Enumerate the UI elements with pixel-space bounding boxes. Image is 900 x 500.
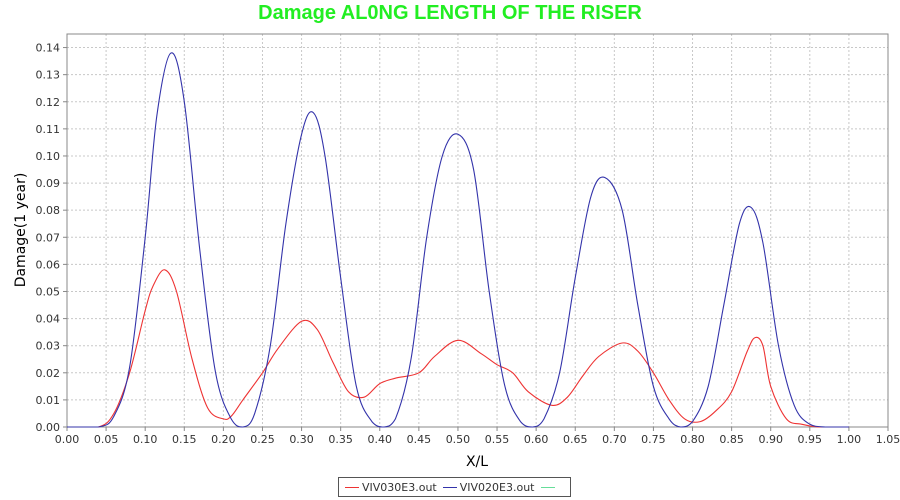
series-line-viv030e3-out — [67, 269, 849, 428]
y-tick-label: 0.08 — [36, 204, 61, 217]
y-tick-label: 0.07 — [36, 231, 61, 244]
legend-item-viv030e3: VIV030E3.out — [345, 481, 437, 494]
x-tick-label: 0.95 — [798, 433, 823, 446]
y-tick-label: 0.12 — [36, 96, 61, 109]
tick-labels: 0.00 0.05 0.10 0.15 0.20 0.25 0.30 0.35 0.40 0.45… — [36, 42, 900, 446]
legend-label: VIV030E3.out — [362, 480, 437, 494]
x-tick-label: 0.65 — [563, 433, 588, 446]
x-tick-label: 0.50 — [446, 433, 471, 446]
x-tick-label: 0.80 — [680, 433, 705, 446]
y-tick-label: 0.13 — [36, 69, 61, 82]
x-tick-label: 0.25 — [250, 433, 275, 446]
y-tick-label: 0.00 — [36, 421, 61, 434]
x-tick-label: 0.55 — [485, 433, 510, 446]
legend-swatch-red — [345, 486, 359, 488]
x-tick-label: 0.70 — [602, 433, 627, 446]
y-axis-title: Damage(1 year) — [13, 173, 29, 288]
grid-lines — [67, 34, 888, 427]
legend-label: VIV020E3.out — [459, 480, 535, 494]
x-tick-label: 0.40 — [368, 433, 393, 446]
chart-legend: VIV030E3.out VIV020E3.out — [338, 477, 571, 497]
y-tick-label: 0.05 — [36, 285, 61, 298]
x-tick-label: 0.90 — [758, 433, 783, 446]
y-tick-label: 0.10 — [36, 150, 61, 163]
y-tick-label: 0.01 — [36, 394, 61, 407]
y-tick-label: 0.04 — [36, 313, 61, 326]
x-tick-label: 0.15 — [172, 433, 197, 446]
plot-area — [67, 34, 888, 427]
x-tick-label: 0.60 — [524, 433, 549, 446]
plot-border — [66, 33, 889, 428]
x-tick-label: 0.35 — [328, 433, 353, 446]
x-tick-label: 0.10 — [133, 433, 158, 446]
x-tick-label: 0.30 — [289, 433, 314, 446]
x-tick-label: 0.75 — [641, 433, 666, 446]
x-tick-label: 0.20 — [211, 433, 236, 446]
chart-title: Damage AL0NG LENGTH OF THE RISER — [258, 2, 642, 24]
axes — [63, 33, 889, 431]
legend-item-unlabeled — [540, 486, 558, 488]
y-tick-label: 0.09 — [36, 177, 61, 190]
x-axis-title: X/L — [466, 454, 488, 470]
x-tick-label: 0.85 — [719, 433, 744, 446]
legend-swatch-green — [540, 486, 555, 488]
legend-item-viv020e3: VIV020E3.out — [442, 480, 535, 494]
legend-swatch-blue — [442, 486, 457, 488]
y-tick-label: 0.06 — [36, 258, 61, 271]
y-tick-label: 0.11 — [36, 123, 61, 136]
y-tick-label: 0.14 — [36, 42, 61, 55]
x-tick-label: 1.05 — [876, 433, 900, 446]
x-tick-label: 0.45 — [407, 433, 432, 446]
series-line-viv020e3-out — [67, 52, 849, 428]
x-tick-label: 0.05 — [94, 433, 119, 446]
y-tick-label: 0.03 — [36, 340, 61, 353]
y-tick-label: 0.02 — [36, 367, 61, 380]
series-lines — [67, 52, 849, 428]
x-tick-label: 0.00 — [55, 433, 80, 446]
x-tick-label: 1.00 — [837, 433, 862, 446]
